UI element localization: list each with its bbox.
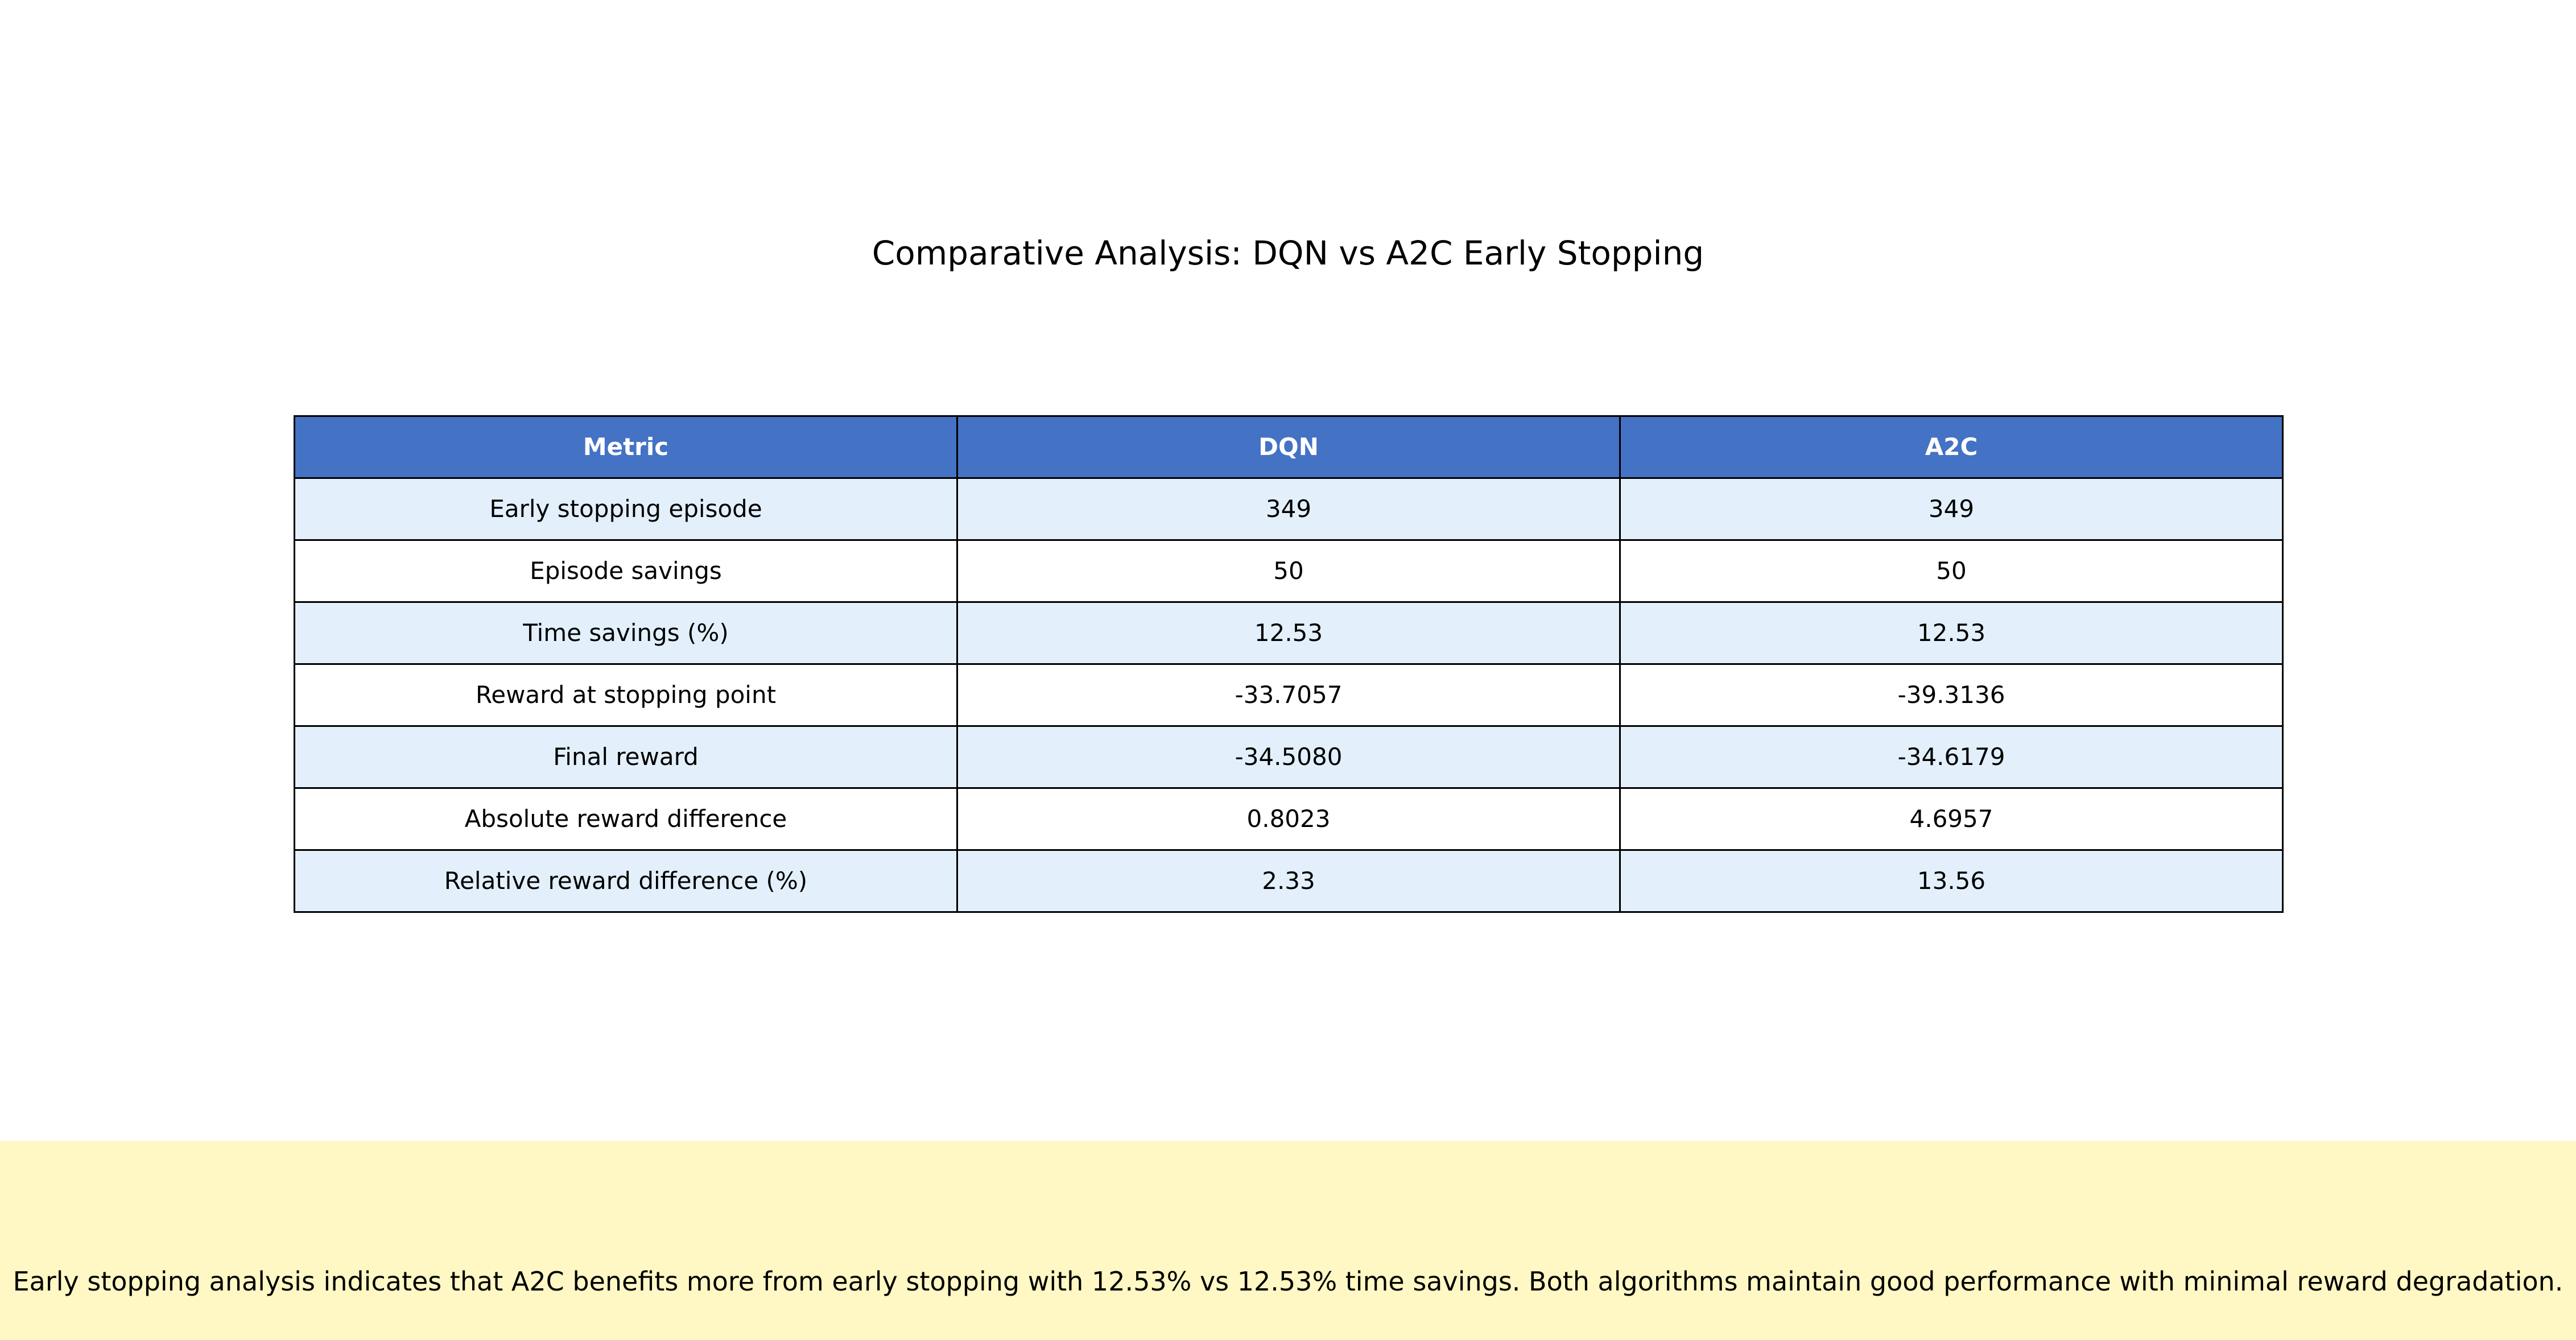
metric-cell: Time savings (%): [294, 601, 958, 665]
dqn-value-cell: -33.7057: [956, 663, 1621, 727]
a2c-value-cell: 12.53: [1619, 601, 2284, 665]
comparison-table: Metric DQN A2C Early stopping episode 34…: [294, 415, 2284, 913]
chart-title: Comparative Analysis: DQN vs A2C Early S…: [872, 234, 1704, 272]
metric-cell: Episode savings: [294, 539, 958, 603]
dqn-value-cell: 50: [956, 539, 1621, 603]
summary-band: [0, 1141, 2576, 1340]
a2c-value-cell: -34.6179: [1619, 725, 2284, 789]
dqn-value-cell: 2.33: [956, 849, 1621, 913]
a2c-value-cell: -39.3136: [1619, 663, 2284, 727]
table-row: Early stopping episode 349 349: [294, 477, 2284, 541]
metric-cell: Final reward: [294, 725, 958, 789]
column-header-metric: Metric: [294, 415, 958, 479]
table-row: Absolute reward difference 0.8023 4.6957: [294, 787, 2284, 851]
metric-cell: Reward at stopping point: [294, 663, 958, 727]
dqn-value-cell: -34.5080: [956, 725, 1621, 789]
metric-cell: Absolute reward difference: [294, 787, 958, 851]
dqn-value-cell: 0.8023: [956, 787, 1621, 851]
table-row: Reward at stopping point -33.7057 -39.31…: [294, 663, 2284, 727]
table-row: Final reward -34.5080 -34.6179: [294, 725, 2284, 789]
a2c-value-cell: 50: [1619, 539, 2284, 603]
table-row: Relative reward difference (%) 2.33 13.5…: [294, 849, 2284, 913]
a2c-value-cell: 349: [1619, 477, 2284, 541]
a2c-value-cell: 4.6957: [1619, 787, 2284, 851]
table-row: Episode savings 50 50: [294, 539, 2284, 603]
dqn-value-cell: 12.53: [956, 601, 1621, 665]
table-header-row: Metric DQN A2C: [294, 415, 2284, 479]
column-header-dqn: DQN: [956, 415, 1621, 479]
dqn-value-cell: 349: [956, 477, 1621, 541]
column-header-a2c: A2C: [1619, 415, 2284, 479]
metric-cell: Relative reward difference (%): [294, 849, 958, 913]
summary-text: Early stopping analysis indicates that A…: [13, 1266, 2563, 1297]
metric-cell: Early stopping episode: [294, 477, 958, 541]
table-row: Time savings (%) 12.53 12.53: [294, 601, 2284, 665]
a2c-value-cell: 13.56: [1619, 849, 2284, 913]
